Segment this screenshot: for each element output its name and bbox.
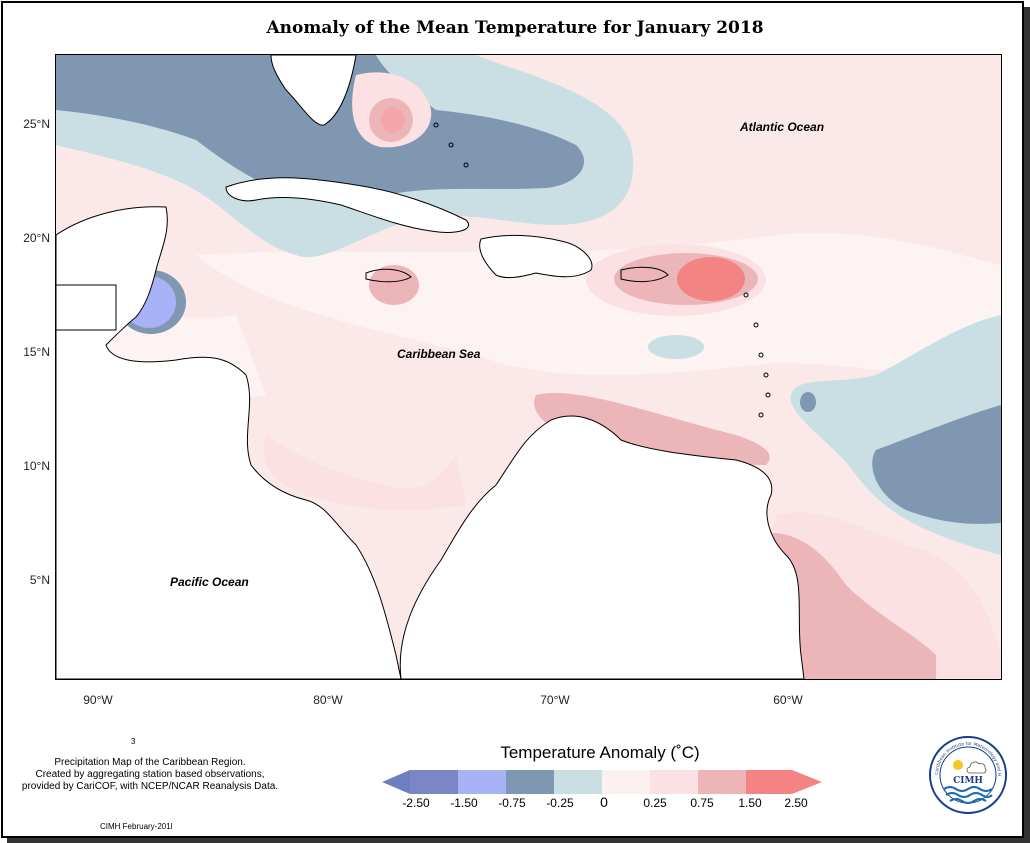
lat-tick-15n: 15°N: [23, 345, 50, 359]
atlantic-ocean-label: Atlantic Ocean: [740, 120, 825, 134]
legend-title: Temperature Anomaly (˚C): [500, 743, 700, 762]
lat-tick-10n: 10°N: [23, 459, 50, 473]
credit-line-1: Precipitation Map of the Caribbean Regio…: [54, 757, 246, 768]
cuba-land: [225, 177, 469, 233]
central-america-land: [56, 206, 402, 679]
lesser-antilles: [433, 122, 771, 418]
legend-tick-neg2-50: -2.50: [402, 796, 430, 810]
lat-tick-5n: 5°N: [29, 573, 50, 587]
lat-tick-25n: 25°N: [23, 117, 50, 131]
legend-tick-0-25: 0.25: [643, 796, 667, 810]
data-credits: Precipitation Map of the Caribbean Regio…: [0, 757, 300, 793]
credit-line-3: provided by CariCOF, with NCEP/NCAR Rean…: [21, 781, 279, 792]
dark-blue-region-north: [56, 55, 585, 201]
hispaniola-land: [479, 234, 593, 279]
caribbean-sea-label: Caribbean Sea: [397, 347, 481, 361]
lon-tick-70w: 70°W: [540, 693, 570, 707]
lon-tick-60w: 60°W: [773, 693, 803, 707]
legend-tick-zero: 0: [600, 794, 608, 810]
logo-text: CIMH: [953, 776, 983, 786]
puerto-rico-land: [620, 266, 669, 283]
map-title: Anomaly of the Mean Temperature for Janu…: [266, 18, 764, 38]
cloud-icon: [966, 761, 987, 774]
date-stamp: CIMH February-201l: [100, 822, 173, 831]
legend-tick-neg0-75: -0.75: [498, 796, 526, 810]
jamaica-land: [365, 268, 412, 283]
legend-tick-0-75: 0.75: [690, 796, 714, 810]
legend-tick-neg1-50: -1.50: [450, 796, 478, 810]
legend-tick-1-50: 1.50: [738, 796, 762, 810]
color-bar: [382, 770, 822, 794]
pacific-ocean-label: Pacific Ocean: [170, 575, 249, 589]
map-canvas: [56, 55, 1001, 679]
sun-icon: [953, 760, 963, 770]
lon-tick-90w: 90°W: [83, 693, 113, 707]
legend-tick-2-50: 2.50: [784, 796, 808, 810]
credit-line-2: Created by aggregating station based obs…: [35, 769, 265, 780]
lat-tick-20n: 20°N: [23, 231, 50, 245]
legend-tick-neg0-25: -0.25: [546, 796, 574, 810]
florida-land: [270, 55, 357, 126]
lon-tick-80w: 80°W: [313, 693, 343, 707]
anomaly-map: [55, 54, 1002, 680]
cimh-logo: CIMH Caribbean Institute for Meteorology…: [928, 735, 1007, 814]
stray-mark: 3: [131, 737, 136, 746]
dark-blue-region-east: [872, 405, 1001, 524]
south-america-land: [399, 415, 805, 679]
